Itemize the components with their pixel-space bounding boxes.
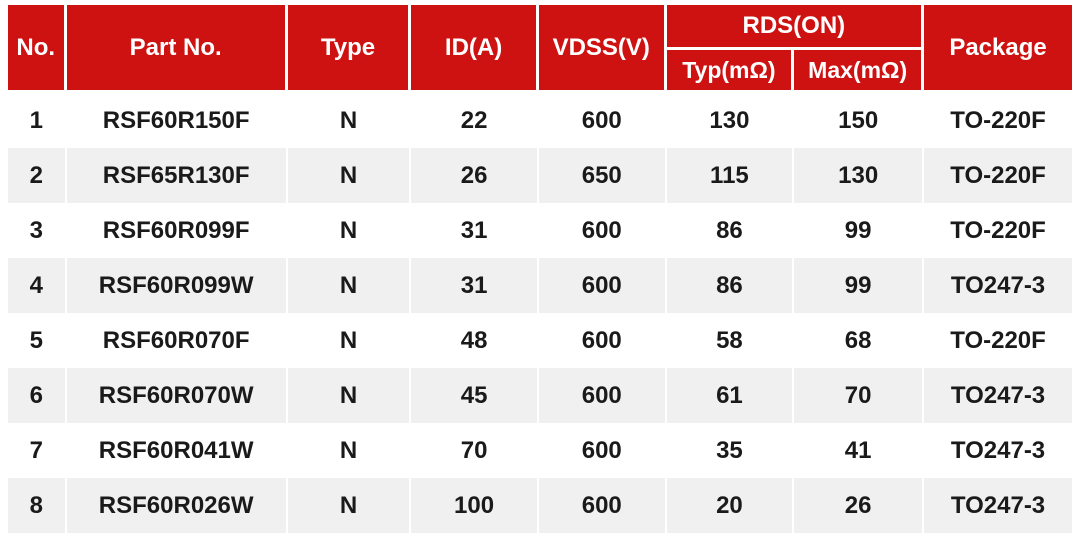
cell-package: TO-220F	[924, 203, 1072, 258]
cell-package: TO247-3	[924, 368, 1072, 423]
cell-vdss: 600	[538, 203, 667, 258]
cell-id: 22	[411, 90, 539, 148]
table-row: 2 RSF65R130F N 26 650 115 130 TO-220F	[8, 148, 1072, 203]
table-row: 5 RSF60R070F N 48 600 58 68 TO-220F	[8, 313, 1072, 368]
mosfet-lineup-table: No. Part No. Type ID(A) VDSS(V) RDS(ON) …	[8, 5, 1072, 533]
cell-id: 26	[411, 148, 539, 203]
cell-id: 100	[411, 478, 539, 533]
cell-type: N	[287, 90, 412, 148]
cell-type: N	[287, 148, 412, 203]
cell-rds-max: 70	[794, 368, 925, 423]
table-row: 8 RSF60R026W N 100 600 20 26 TO247-3	[8, 478, 1072, 533]
cell-package: TO-220F	[924, 313, 1072, 368]
cell-package: TO247-3	[924, 478, 1072, 533]
table-row: 3 RSF60R099F N 31 600 86 99 TO-220F	[8, 203, 1072, 258]
cell-type: N	[287, 478, 412, 533]
cell-rds-max: 68	[794, 313, 925, 368]
col-header-type: Type	[287, 5, 412, 90]
cell-no: 4	[8, 258, 67, 313]
cell-part-no: RSF60R070W	[66, 368, 288, 423]
cell-rds-typ: 115	[666, 148, 795, 203]
cell-vdss: 600	[538, 90, 667, 148]
cell-rds-max: 41	[794, 423, 925, 478]
cell-id: 45	[411, 368, 539, 423]
cell-id: 48	[411, 313, 539, 368]
cell-part-no: RSF60R026W	[66, 478, 288, 533]
cell-type: N	[287, 423, 412, 478]
col-header-rds-typ: Typ(mΩ)	[666, 50, 795, 90]
col-header-vdss: VDSS(V)	[538, 5, 667, 90]
cell-no: 1	[8, 90, 67, 148]
col-header-part-no: Part No.	[66, 5, 288, 90]
cell-package: TO247-3	[924, 423, 1072, 478]
cell-rds-typ: 58	[666, 313, 795, 368]
cell-no: 6	[8, 368, 67, 423]
cell-rds-typ: 20	[666, 478, 795, 533]
cell-vdss: 600	[538, 423, 667, 478]
cell-part-no: RSF60R099F	[66, 203, 288, 258]
cell-rds-max: 130	[794, 148, 925, 203]
cell-rds-max: 26	[794, 478, 925, 533]
cell-part-no: RSF60R041W	[66, 423, 288, 478]
table-header: No. Part No. Type ID(A) VDSS(V) RDS(ON) …	[8, 5, 1072, 90]
col-header-package: Package	[924, 5, 1072, 90]
cell-rds-typ: 35	[666, 423, 795, 478]
table-row: 7 RSF60R041W N 70 600 35 41 TO247-3	[8, 423, 1072, 478]
col-header-no: No.	[8, 5, 67, 90]
table-row: 6 RSF60R070W N 45 600 61 70 TO247-3	[8, 368, 1072, 423]
cell-part-no: RSF65R130F	[66, 148, 288, 203]
cell-rds-max: 99	[794, 203, 925, 258]
cell-package: TO-220F	[924, 148, 1072, 203]
cell-no: 2	[8, 148, 67, 203]
cell-type: N	[287, 203, 412, 258]
cell-no: 7	[8, 423, 67, 478]
col-header-rds-on: RDS(ON)	[666, 5, 925, 50]
cell-id: 31	[411, 203, 539, 258]
cell-rds-max: 99	[794, 258, 925, 313]
cell-part-no: RSF60R099W	[66, 258, 288, 313]
table-body: 1 RSF60R150F N 22 600 130 150 TO-220F 2 …	[8, 90, 1072, 533]
cell-vdss: 600	[538, 258, 667, 313]
cell-id: 31	[411, 258, 539, 313]
table-row: 1 RSF60R150F N 22 600 130 150 TO-220F	[8, 90, 1072, 148]
cell-type: N	[287, 258, 412, 313]
cell-type: N	[287, 368, 412, 423]
table-row: 4 RSF60R099W N 31 600 86 99 TO247-3	[8, 258, 1072, 313]
mosfet-lineup-table-wrap: No. Part No. Type ID(A) VDSS(V) RDS(ON) …	[8, 5, 1072, 533]
cell-package: TO-220F	[924, 90, 1072, 148]
cell-type: N	[287, 313, 412, 368]
cell-package: TO247-3	[924, 258, 1072, 313]
col-header-id: ID(A)	[411, 5, 539, 90]
cell-no: 5	[8, 313, 67, 368]
cell-rds-typ: 130	[666, 90, 795, 148]
cell-no: 3	[8, 203, 67, 258]
cell-rds-max: 150	[794, 90, 925, 148]
cell-part-no: RSF60R070F	[66, 313, 288, 368]
cell-vdss: 600	[538, 313, 667, 368]
cell-rds-typ: 61	[666, 368, 795, 423]
cell-vdss: 600	[538, 478, 667, 533]
cell-vdss: 600	[538, 368, 667, 423]
cell-vdss: 650	[538, 148, 667, 203]
cell-rds-typ: 86	[666, 258, 795, 313]
cell-rds-typ: 86	[666, 203, 795, 258]
cell-id: 70	[411, 423, 539, 478]
cell-part-no: RSF60R150F	[66, 90, 288, 148]
col-header-rds-max: Max(mΩ)	[794, 50, 925, 90]
cell-no: 8	[8, 478, 67, 533]
